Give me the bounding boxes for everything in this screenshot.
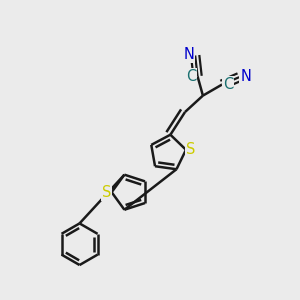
Text: N: N	[183, 47, 194, 62]
Text: C: C	[186, 69, 196, 84]
Text: S: S	[102, 185, 112, 200]
Text: C: C	[223, 77, 233, 92]
Text: N: N	[240, 69, 251, 84]
Text: S: S	[186, 142, 195, 157]
